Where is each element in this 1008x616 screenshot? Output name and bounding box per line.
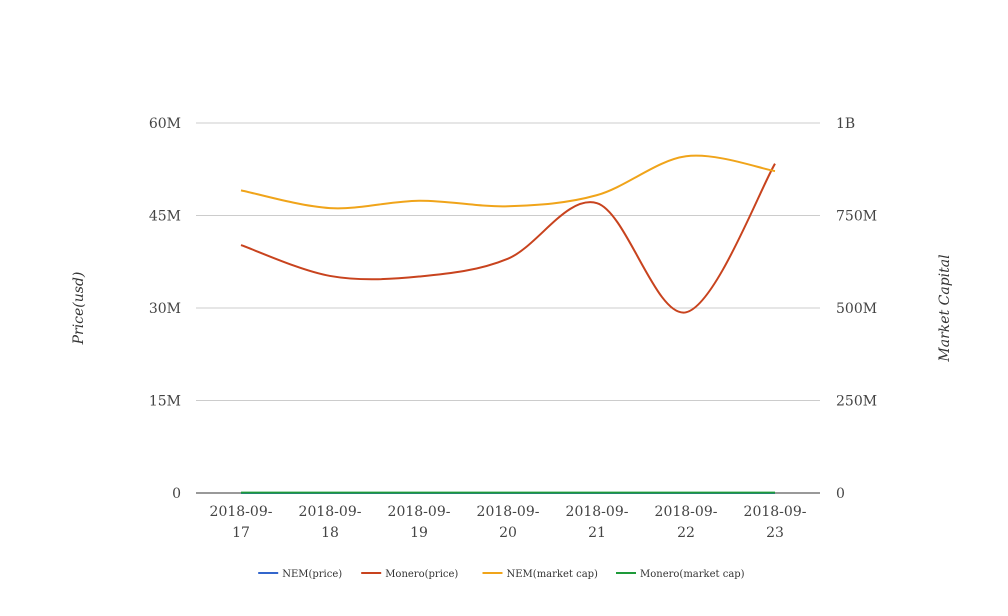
x-tick-label: 2018-09-20	[477, 504, 540, 541]
legend-label-monero-market-cap: Monero(market cap)	[640, 569, 745, 580]
left-axis-ticks: 0 15M 30M 45M 60M	[149, 116, 181, 502]
x-tick-label: 2018-09-22	[655, 504, 718, 541]
right-tick-label: 0	[836, 486, 845, 502]
left-axis-title: Price(usd)	[71, 272, 87, 346]
left-tick-label: 15M	[149, 394, 181, 410]
x-axis-ticks: 2018-09-17 2018-09-18 2018-09-19 2018-09-20…	[210, 504, 807, 541]
series-line-monero-price	[240, 163, 776, 314]
x-tick-label: 2018-09-19	[388, 504, 451, 541]
right-tick-label: 750M	[836, 209, 877, 225]
legend-label-nem-price: NEM(price)	[282, 569, 342, 580]
right-tick-label: 500M	[836, 301, 877, 317]
series-line-nem-market-cap	[240, 154, 776, 210]
left-tick-label: 45M	[149, 209, 181, 225]
x-tick-label: 2018-09-17	[210, 504, 273, 541]
x-tick-label: 2018-09-18	[299, 504, 362, 541]
legend: NEM(price) Monero(price) NEM(market cap) Mo…	[258, 569, 745, 580]
right-axis-ticks: 0 250M 500M 750M 1B	[836, 116, 877, 502]
right-axis-title: Market Capital	[937, 254, 953, 362]
x-tick-label: 2018-09-23	[744, 504, 807, 541]
left-tick-label: 30M	[149, 301, 181, 317]
series-lines	[240, 154, 776, 495]
right-tick-label: 1B	[836, 116, 855, 132]
x-tick-label: 2018-09-21	[566, 504, 629, 541]
grid-lines	[196, 122, 820, 494]
right-tick-label: 250M	[836, 394, 877, 410]
legend-label-monero-price: Monero(price)	[385, 569, 458, 580]
legend-label-nem-market-cap: NEM(market cap)	[507, 569, 599, 580]
left-tick-label: 60M	[149, 116, 181, 132]
left-tick-label: 0	[172, 486, 181, 502]
